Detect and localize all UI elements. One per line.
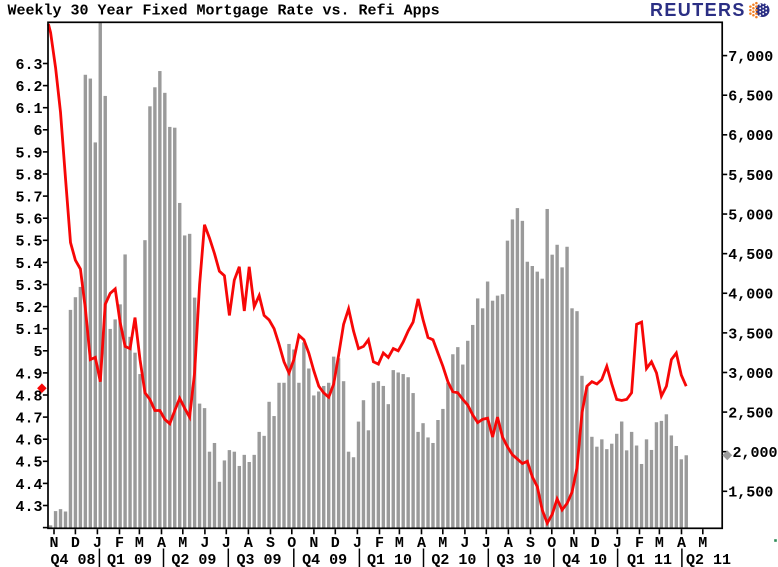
svg-text:M: M: [395, 535, 404, 552]
svg-text:A: A: [677, 535, 686, 552]
svg-text:Q4 08: Q4 08: [50, 552, 95, 567]
svg-text:4.6: 4.6: [15, 433, 42, 450]
svg-text:2,500: 2,500: [728, 405, 773, 422]
svg-text:5,000: 5,000: [728, 207, 773, 224]
svg-text:J: J: [353, 535, 362, 552]
svg-text:6.1: 6.1: [15, 101, 42, 118]
svg-text:5.3: 5.3: [15, 278, 42, 295]
svg-text:S: S: [266, 535, 275, 552]
svg-text:D: D: [591, 535, 600, 552]
svg-text:5.8: 5.8: [15, 167, 42, 184]
svg-text:Weekly 30 Year Fixed Mortgage: Weekly 30 Year Fixed Mortgage Rate vs. R…: [8, 3, 440, 20]
svg-text:7,000: 7,000: [728, 49, 773, 66]
svg-text:F: F: [115, 535, 124, 552]
svg-text:J: J: [200, 535, 209, 552]
svg-text:M: M: [438, 535, 447, 552]
svg-text:6.2: 6.2: [15, 79, 42, 96]
svg-text:Q2 10: Q2 10: [431, 552, 476, 567]
svg-text:5.1: 5.1: [15, 322, 42, 339]
svg-text:Q2 09: Q2 09: [171, 552, 216, 567]
svg-text:5: 5: [33, 344, 42, 361]
svg-text:N: N: [309, 535, 318, 552]
svg-text:5.6: 5.6: [15, 212, 42, 229]
svg-text:2,000: 2,000: [733, 445, 778, 462]
svg-text:Q3 09: Q3 09: [236, 552, 281, 567]
svg-text:M: M: [178, 535, 187, 552]
svg-text:J: J: [222, 535, 231, 552]
svg-text:D: D: [331, 535, 340, 552]
svg-text:5.4: 5.4: [15, 256, 42, 273]
svg-text:4,000: 4,000: [728, 287, 773, 304]
svg-text:F: F: [635, 535, 644, 552]
svg-text:A: A: [157, 535, 166, 552]
svg-text:5.9: 5.9: [15, 145, 42, 162]
svg-text:Q4 09: Q4 09: [302, 552, 347, 567]
svg-text:S: S: [526, 535, 535, 552]
svg-text:A: A: [244, 535, 253, 552]
svg-text:1,500: 1,500: [728, 485, 773, 502]
svg-text:REUTERS: REUTERS: [650, 0, 746, 20]
svg-text:4.7: 4.7: [15, 411, 42, 428]
svg-text:A: A: [504, 535, 513, 552]
svg-text:3,000: 3,000: [728, 366, 773, 383]
svg-text:N: N: [49, 535, 58, 552]
svg-text:J: J: [93, 535, 102, 552]
svg-text:Q1 10: Q1 10: [367, 552, 412, 567]
svg-text:Q1 09: Q1 09: [107, 552, 152, 567]
svg-text:Q2 11: Q2 11: [686, 552, 731, 567]
svg-text:4.4: 4.4: [15, 477, 42, 494]
svg-text:3,500: 3,500: [728, 326, 773, 343]
svg-text:N: N: [569, 535, 578, 552]
svg-text:J: J: [460, 535, 469, 552]
svg-text:M: M: [655, 535, 664, 552]
svg-text:6,000: 6,000: [728, 128, 773, 145]
svg-text:D: D: [71, 535, 80, 552]
svg-text:Q4 10: Q4 10: [562, 552, 607, 567]
svg-text:M: M: [698, 535, 707, 552]
svg-text:Q1 11: Q1 11: [627, 552, 672, 567]
svg-text:A: A: [417, 535, 426, 552]
svg-text:6.3: 6.3: [15, 57, 42, 74]
svg-text:F: F: [375, 535, 384, 552]
svg-text:6,500: 6,500: [728, 89, 773, 106]
svg-text:O: O: [287, 535, 296, 552]
svg-text:6: 6: [33, 123, 42, 140]
svg-text:4.8: 4.8: [15, 388, 42, 405]
svg-text:5,500: 5,500: [728, 168, 773, 185]
svg-text:5.7: 5.7: [15, 190, 42, 207]
svg-text:5.5: 5.5: [15, 234, 42, 251]
svg-text:4,500: 4,500: [728, 247, 773, 264]
svg-text:Q3 10: Q3 10: [496, 552, 541, 567]
svg-text:J: J: [613, 535, 622, 552]
svg-text:J: J: [482, 535, 491, 552]
svg-text:O: O: [547, 535, 556, 552]
svg-text:4.5: 4.5: [15, 455, 42, 472]
svg-text:4.3: 4.3: [15, 499, 42, 516]
svg-text:5.2: 5.2: [15, 300, 42, 317]
svg-text:M: M: [135, 535, 144, 552]
svg-text:4.9: 4.9: [15, 366, 42, 383]
